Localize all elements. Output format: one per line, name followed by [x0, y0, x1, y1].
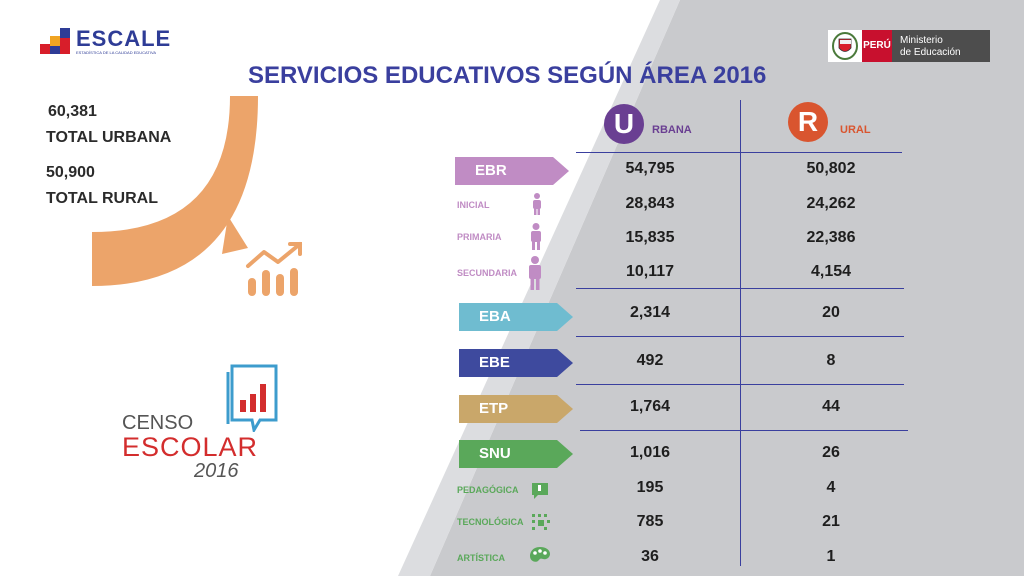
- primaria-rural: 22,386: [806, 229, 856, 246]
- primaria-urbana: 15,835: [625, 229, 675, 246]
- rural-total-label: TOTAL RURAL: [46, 190, 158, 207]
- tecnologica-rural: 21: [822, 513, 840, 530]
- ministry-line1: Ministerio: [900, 35, 943, 46]
- totals-arc: [92, 96, 258, 286]
- ebe-line: [576, 384, 904, 385]
- tag-ebr: EBR: [455, 157, 569, 185]
- sub-pedagogica: PEDAGÓGICA: [457, 485, 519, 495]
- page-title: SERVICIOS EDUCATIVOS SEGÚN ÁREA 2016: [248, 62, 767, 89]
- snu-urbana: 1,016: [629, 444, 671, 461]
- censo-line2: ESCOLAR: [122, 432, 259, 462]
- bar-growth-icon: [246, 242, 302, 296]
- sub-inicial: INICIAL: [457, 200, 490, 210]
- person-icon: [531, 223, 541, 250]
- urban-badge: U: [604, 104, 644, 144]
- sub-tecnologica: TECNOLÓGICA: [457, 517, 524, 527]
- ministry-logo: PERÚ Ministerio de Educación: [828, 30, 990, 62]
- escale-logo-subtext: ESTADÍSTICA DE LA CALIDAD EDUCATIVA: [76, 50, 157, 55]
- pedagogica-rural: 4: [826, 479, 836, 496]
- ebe-urbana: 492: [636, 352, 664, 369]
- tag-snu: SNU: [459, 440, 573, 468]
- censo-line3: 2016: [194, 460, 239, 482]
- censo-line1: CENSO: [122, 412, 194, 434]
- etp-urbana: 1,764: [629, 398, 671, 415]
- artistica-rural: 1: [826, 548, 836, 565]
- urban-total-label: TOTAL URBANA: [46, 129, 172, 146]
- snu-rural: 26: [822, 444, 840, 461]
- escale-logo-text: ESCALE: [76, 26, 172, 51]
- etp-line: [580, 430, 908, 431]
- ebr-group-line: [576, 288, 904, 289]
- sub-artistica: ARTÍSTICA: [457, 553, 505, 563]
- rural-badge: R: [788, 102, 828, 142]
- secundaria-rural: 4,154: [810, 263, 852, 280]
- ebr-urbana: 54,795: [625, 160, 675, 177]
- artistica-urbana: 36: [641, 548, 659, 565]
- person-icon: [533, 193, 541, 215]
- eba-rural: 20: [822, 304, 840, 321]
- book-chart-icon: [226, 364, 278, 432]
- ministry-line2: de Educación: [900, 47, 961, 58]
- ebr-rural: 50,802: [806, 160, 856, 177]
- escale-logo: ESCALE ESTADÍSTICA DE LA CALIDAD EDUCATI…: [40, 26, 170, 60]
- censo-escolar-logo: CENSO ESCOLAR 2016: [120, 360, 300, 490]
- ministry-country: PERÚ: [862, 30, 892, 62]
- header-underline: [576, 152, 902, 153]
- tag-ebe: EBE: [459, 349, 573, 377]
- urban-header-rest: RBANA: [652, 124, 692, 136]
- rural-header-rest: URAL: [840, 124, 871, 136]
- tag-eba: EBA: [459, 303, 573, 331]
- board-icon: [532, 483, 548, 499]
- secundaria-urbana: 10,117: [625, 263, 675, 280]
- person-icon: [529, 256, 541, 290]
- ministry-name-box: Ministerio de Educación: [892, 30, 990, 62]
- inicial-rural: 24,262: [806, 195, 856, 212]
- etp-rural: 44: [822, 398, 840, 415]
- urban-total-value: 60,381: [48, 103, 97, 120]
- palette-icon: [530, 547, 550, 562]
- ebe-rural: 8: [826, 352, 836, 369]
- inicial-urbana: 28,843: [625, 195, 675, 212]
- circuit-icon: [532, 514, 550, 530]
- column-divider: [740, 100, 741, 566]
- eba-line: [576, 336, 904, 337]
- rural-total-value: 50,900: [46, 164, 95, 181]
- tecnologica-urbana: 785: [636, 513, 664, 530]
- pedagogica-urbana: 195: [636, 479, 664, 496]
- sub-secundaria: SECUNDARIA: [457, 268, 518, 278]
- sub-primaria: PRIMARIA: [457, 232, 502, 242]
- eba-urbana: 2,314: [629, 304, 671, 321]
- coat-of-arms-icon: [832, 32, 858, 60]
- escale-logo-mark-icon: [40, 28, 70, 54]
- tag-etp: ETP: [459, 395, 573, 423]
